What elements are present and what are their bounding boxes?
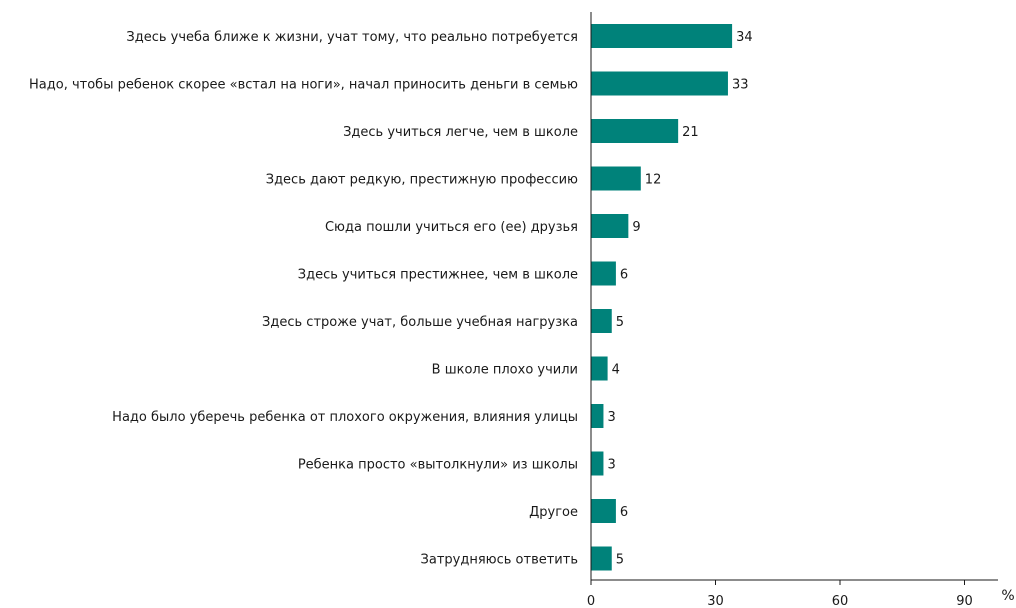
category-labels-group: Здесь учеба ближе к жизни, учат тому, чт… (29, 30, 578, 568)
category-label: Здесь учеба ближе к жизни, учат тому, чт… (126, 30, 578, 45)
category-label: Сюда пошли учиться его (ее) друзья (325, 220, 578, 235)
value-label: 9 (632, 220, 640, 235)
bar (591, 119, 679, 143)
category-label: Здесь дают редкую, престижную профессию (266, 173, 578, 188)
x-tick-label: 30 (707, 594, 724, 608)
value-label: 21 (682, 125, 699, 140)
bar (591, 166, 641, 191)
x-tick-label: 90 (956, 594, 973, 608)
bar (591, 309, 612, 333)
bar (591, 24, 733, 48)
category-label: Здесь строже учат, больше учебная нагруз… (262, 315, 578, 330)
value-label: 34 (736, 30, 753, 45)
category-label: Здесь учиться престижнее, чем в школе (298, 268, 578, 283)
x-unit-label: % (1001, 588, 1014, 604)
value-label: 3 (607, 458, 615, 473)
bar (591, 499, 616, 523)
category-label: Надо, чтобы ребенок скорее «встал на ног… (29, 78, 578, 93)
bar (591, 451, 604, 476)
bar (591, 214, 629, 238)
value-label: 6 (620, 268, 628, 283)
value-label: 6 (620, 505, 628, 520)
category-label: Ребенка просто «вытолкнули» из школы (298, 458, 578, 473)
category-label: В школе плохо учили (432, 363, 578, 378)
x-tick-label: 60 (832, 594, 849, 608)
value-label: 33 (732, 78, 749, 93)
value-label: 12 (645, 173, 662, 188)
bar (591, 546, 612, 571)
bars-group (591, 24, 733, 571)
category-label: Другое (529, 505, 578, 520)
value-label: 5 (616, 553, 624, 568)
bar (591, 71, 728, 96)
category-label: Здесь учиться легче, чем в школе (343, 125, 578, 140)
category-label: Надо было уберечь ребенка от плохого окр… (112, 410, 578, 425)
x-tick-label: 0 (587, 594, 595, 608)
value-label: 3 (607, 410, 615, 425)
category-label: Затрудняюсь ответить (421, 553, 578, 568)
value-label: 5 (616, 315, 624, 330)
x-ticks-group: 0 30 60 90 (587, 580, 973, 608)
bar (591, 404, 604, 428)
bar (591, 261, 616, 286)
bar (591, 356, 608, 381)
value-label: 4 (612, 363, 620, 378)
